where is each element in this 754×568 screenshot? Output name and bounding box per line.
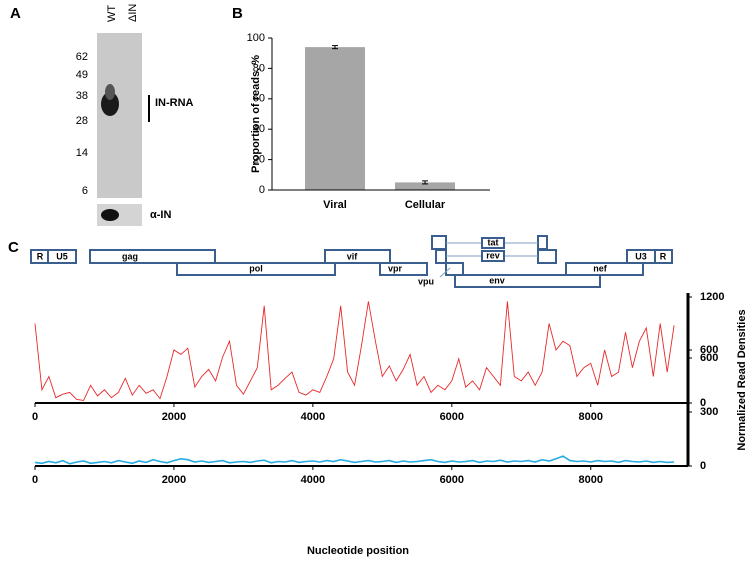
gene-label: U3 [635, 251, 647, 261]
gene-box [176, 262, 336, 276]
y-tick-label: 40 [253, 123, 265, 135]
gene-label: vpu [418, 276, 434, 286]
marker: 62 [76, 51, 88, 63]
x-tick-label: 8000 [579, 411, 603, 423]
gene-box [89, 249, 216, 264]
marker: 38 [76, 90, 88, 102]
gene-box [454, 274, 601, 288]
gene-box [431, 235, 447, 250]
x-tick-label: Cellular [405, 199, 446, 211]
x-tick-label: 6000 [440, 474, 464, 486]
data-line [34, 455, 675, 465]
y-tick-label: 100 [247, 32, 265, 44]
panel-label: B [232, 5, 243, 22]
x-tick-label: 4000 [301, 474, 325, 486]
x-axis-title: Nucleotide position [307, 545, 409, 557]
gene-label: gag [122, 251, 138, 261]
gel-band [101, 92, 119, 116]
gene-label: U5 [56, 251, 68, 261]
gene-box [565, 262, 644, 276]
y-axis-title: Normalized Read Densities [736, 309, 748, 450]
leader-line [439, 267, 451, 278]
x-tick-label: 2000 [162, 411, 186, 423]
y-tick-label: 80 [253, 62, 265, 74]
gene-box [324, 249, 391, 264]
gene-label: vpr [388, 263, 403, 273]
marker: 14 [76, 147, 88, 159]
x-tick-label: 8000 [579, 474, 603, 486]
gene-box [537, 235, 548, 250]
x-tick-label: 2000 [162, 474, 186, 486]
gene-label: pol [249, 263, 263, 273]
gene-box [435, 249, 447, 264]
gene-box [379, 262, 428, 276]
x-tick-label: Viral [323, 199, 347, 211]
data-line [34, 301, 675, 401]
lane-label: ΔIN [127, 4, 139, 22]
x-tick-label: 4000 [301, 411, 325, 423]
y-tick-label: 300 [700, 406, 718, 418]
blot-label: α-IN [150, 209, 171, 221]
gene-label: R [37, 251, 44, 261]
band-label: IN-RNA [155, 97, 194, 109]
gene-label: env [489, 275, 505, 285]
marker: 6 [82, 185, 88, 197]
x-tick-label: 6000 [440, 411, 464, 423]
panel-label: C [8, 239, 19, 256]
lane-label: WT [106, 5, 118, 22]
marker: 49 [76, 69, 88, 81]
bar [395, 182, 455, 190]
y-tick-label: 0 [259, 184, 265, 196]
y-tick-label: 0 [700, 460, 706, 472]
gene-label: rev [486, 250, 500, 260]
gel-smear [105, 84, 115, 100]
y-axis-title: Proportion of reads, % [250, 55, 262, 173]
gene-box [654, 249, 673, 264]
label-bg [481, 250, 505, 262]
y-tick-label: 0 [700, 397, 706, 409]
bar [305, 47, 365, 191]
gene-box [537, 249, 557, 264]
y-tick-label: 600 [700, 344, 718, 356]
label-bg [481, 237, 505, 249]
gene-label: nef [593, 263, 608, 273]
y-tick-label: 1200 [700, 291, 724, 303]
gene-box [47, 249, 77, 264]
gene-map: R U5 gag pol vif vpr vpu tat rev env nef… [30, 235, 673, 288]
y-tick-label: 600 [700, 352, 718, 364]
gene-label: R [660, 251, 667, 261]
blot-band [101, 209, 119, 221]
panel-label: A [10, 5, 21, 22]
y-tick-label: 60 [253, 93, 265, 105]
y-tick-label: 20 [253, 154, 265, 166]
x-tick-label: 0 [32, 474, 38, 486]
x-tick-label: 0 [32, 411, 38, 423]
gene-label: vif [347, 251, 359, 261]
gene-label: tat [488, 237, 499, 247]
marker: 28 [76, 115, 88, 127]
gel [97, 33, 142, 198]
